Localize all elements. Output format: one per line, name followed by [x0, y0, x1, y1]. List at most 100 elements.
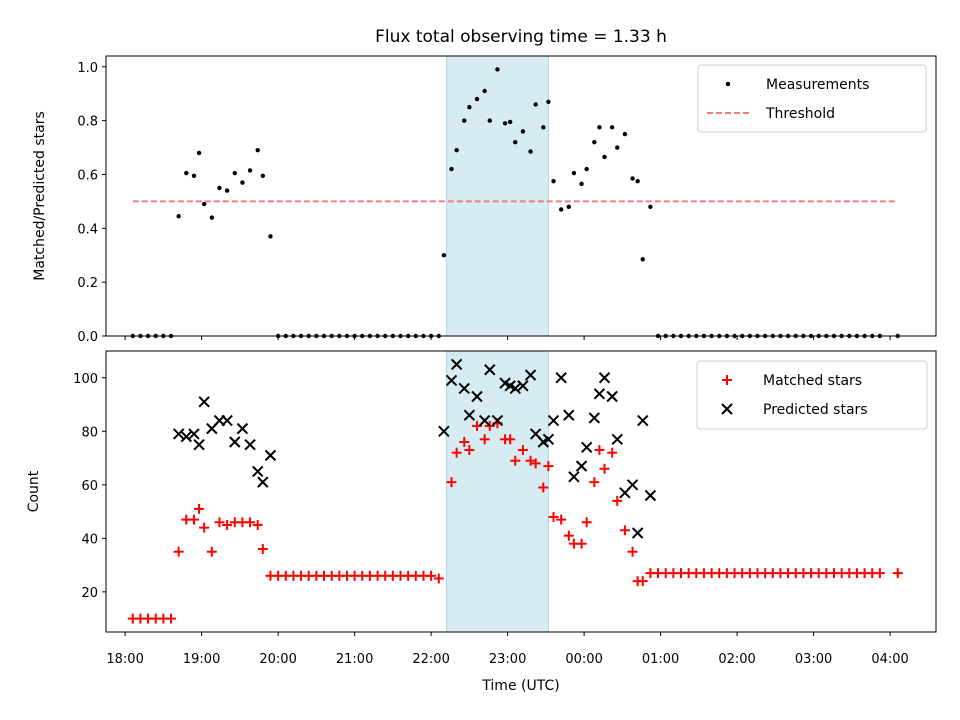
measurement-point — [454, 148, 459, 153]
predicted-star-points — [172, 358, 657, 539]
matched-point — [517, 445, 528, 456]
marker-stroke — [478, 414, 491, 427]
marker-stroke — [644, 489, 657, 502]
measurement-point — [176, 213, 181, 219]
bottom-legend-box — [696, 360, 928, 430]
matched-point — [206, 546, 217, 557]
legend-plus-marker — [722, 375, 732, 385]
y-tick-label: 0.0 — [77, 330, 98, 345]
marker-stroke — [236, 422, 249, 435]
measurement-point — [546, 99, 551, 104]
marker-stroke — [491, 414, 504, 427]
measurement-point — [191, 173, 197, 179]
measurement-point — [602, 154, 607, 160]
marker-stroke — [463, 409, 476, 421]
measurement-point — [541, 125, 546, 130]
predicted-point — [484, 364, 496, 376]
predicted-point — [626, 479, 639, 491]
x-axis-label: Time (UTC) — [481, 678, 559, 694]
predicted-point — [606, 390, 618, 403]
matched-point — [479, 434, 490, 445]
measurement-point — [533, 102, 538, 107]
y-tick-label: 100 — [73, 372, 98, 387]
matched-point — [538, 482, 549, 493]
matched-point — [426, 570, 437, 581]
y-tick-label: 40 — [81, 532, 98, 547]
matched-point — [199, 522, 210, 533]
matched-point — [451, 447, 462, 458]
matched-point — [433, 573, 444, 584]
matched-point — [563, 530, 574, 541]
marker-stroke — [458, 382, 470, 395]
matched-point — [173, 546, 184, 557]
measurement-point — [184, 170, 189, 176]
predicted-point — [458, 382, 470, 395]
predicted-point — [180, 430, 193, 443]
legend-marker-predicted — [721, 403, 733, 415]
predicted-point — [509, 382, 521, 395]
y-tick-label: 0.4 — [77, 222, 98, 237]
y-tick-label: 20 — [81, 586, 98, 601]
measurement-point — [487, 118, 492, 123]
x-tick-label: 03:00 — [795, 652, 832, 667]
marker-stroke — [568, 471, 580, 483]
marker-stroke — [606, 390, 618, 403]
marker-stroke — [257, 476, 269, 488]
marker-stroke — [221, 414, 233, 427]
predicted-point — [575, 460, 588, 472]
marker-stroke — [504, 380, 516, 392]
measurement-point — [630, 176, 635, 181]
predicted-point — [264, 449, 277, 462]
matched-point — [627, 546, 638, 557]
measurement-point — [467, 104, 472, 110]
marker-stroke — [450, 358, 463, 371]
matched-point — [619, 525, 630, 536]
matched-point — [446, 477, 457, 488]
matched-point — [589, 477, 600, 488]
x-tick-label: 01:00 — [642, 652, 679, 667]
measurement-point — [201, 201, 207, 207]
matched-point — [594, 445, 605, 456]
matched-point — [581, 517, 592, 528]
marker-stroke — [575, 460, 588, 472]
y-tick-label: 1.0 — [77, 61, 98, 76]
marker-stroke — [229, 436, 241, 448]
predicted-point — [257, 476, 269, 488]
x-tick-label: 23:00 — [489, 652, 526, 667]
measurement-point — [502, 121, 508, 126]
measurement-point — [648, 204, 653, 209]
top-x-ticks — [124, 336, 891, 340]
x-tick-label: 22:00 — [412, 652, 449, 667]
matched-point — [548, 511, 559, 522]
y-tick-label: 0.8 — [77, 115, 98, 130]
predicted-point — [631, 527, 644, 539]
x-tick-label: 04:00 — [871, 652, 908, 667]
matched-point — [459, 436, 470, 447]
measurement-point — [615, 145, 620, 150]
marker-stroke — [244, 438, 256, 451]
matched-point — [612, 495, 623, 506]
measurement-point — [635, 178, 640, 184]
measurement-point — [224, 188, 230, 193]
matched-point — [257, 544, 268, 555]
y-tick-label: 0.2 — [77, 276, 98, 291]
measurement-point — [247, 168, 253, 173]
matched-point — [525, 455, 536, 466]
measurement-point — [640, 257, 645, 262]
matched-point — [543, 461, 554, 472]
matched-point — [874, 568, 885, 579]
top-legend-box — [697, 64, 927, 133]
marker-stroke — [547, 414, 560, 427]
measurement-point — [551, 178, 556, 184]
predicted-point — [637, 414, 649, 427]
marker-stroke — [555, 372, 567, 384]
measurement-point — [622, 131, 628, 137]
predicted-point — [244, 438, 256, 451]
measurement-point — [260, 173, 266, 179]
legend-marker-matched — [722, 375, 732, 385]
predicted-point — [252, 465, 264, 478]
marker-stroke — [631, 527, 644, 539]
predicted-point — [593, 388, 606, 400]
predicted-point — [524, 369, 537, 381]
